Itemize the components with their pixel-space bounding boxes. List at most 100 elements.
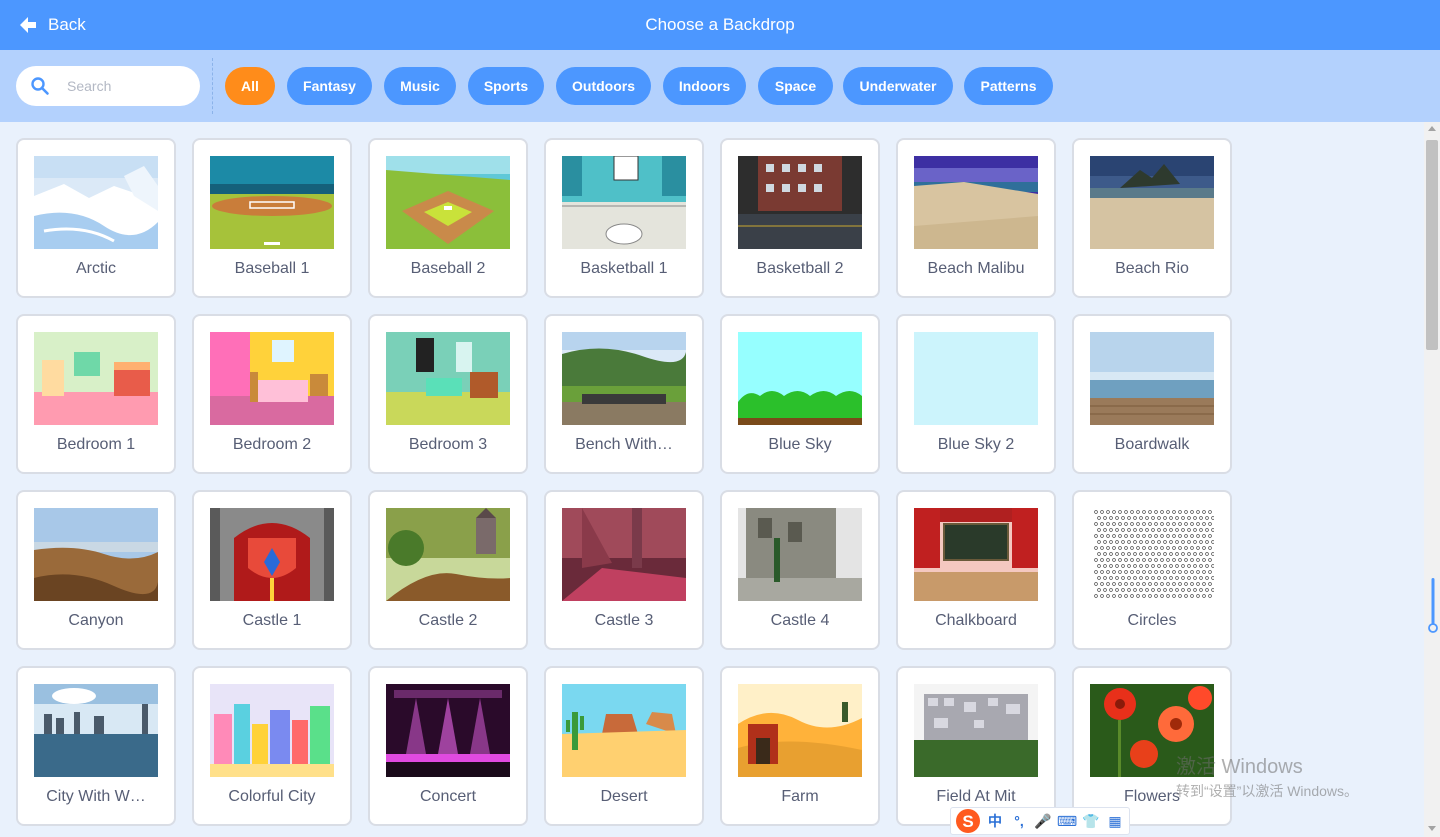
backdrop-card[interactable]: Canyon: [16, 490, 176, 650]
backdrop-thumbnail: [386, 508, 510, 601]
ime-skin-icon[interactable]: 👕: [1082, 812, 1100, 829]
ime-punctuation-icon[interactable]: °,: [1014, 813, 1024, 829]
backdrop-card[interactable]: Baseball 2: [368, 138, 528, 298]
backdrop-card[interactable]: Blue Sky 2: [896, 314, 1056, 474]
tag-space[interactable]: Space: [758, 67, 833, 105]
backdrop-thumbnail: [738, 684, 862, 777]
backdrop-thumbnail: [1090, 156, 1214, 249]
backdrop-card[interactable]: Beach Malibu: [896, 138, 1056, 298]
scroll-down-arrow-icon[interactable]: [1428, 826, 1436, 831]
tag-indoors[interactable]: Indoors: [663, 67, 746, 105]
tag-music[interactable]: Music: [384, 67, 456, 105]
backdrop-card[interactable]: Bedroom 2: [192, 314, 352, 474]
backdrop-name: Chalkboard: [935, 612, 1017, 629]
search-input[interactable]: [67, 78, 177, 94]
backdrop-name: Canyon: [68, 612, 124, 629]
backdrop-card[interactable]: Bench With…: [544, 314, 704, 474]
backdrop-thumbnail: [914, 332, 1038, 425]
backdrop-card[interactable]: Boardwalk: [1072, 314, 1232, 474]
backdrop-thumbnail: [210, 332, 334, 425]
backdrop-thumbnail: [34, 332, 158, 425]
backdrop-name: Colorful City: [228, 788, 316, 805]
backdrop-card[interactable]: Arctic: [16, 138, 176, 298]
backdrop-thumbnail: [386, 332, 510, 425]
ime-keyboard-icon[interactable]: ⌨: [1056, 812, 1078, 829]
backdrop-name: Basketball 1: [580, 260, 668, 277]
backdrop-name: Desert: [600, 788, 648, 805]
filter-bar: All Fantasy Music Sports Outdoors Indoors Spac…: [0, 50, 1440, 122]
backdrop-name: Bedroom 1: [56, 436, 136, 453]
search-box[interactable]: [16, 66, 200, 106]
ime-toolbar[interactable]: S 中 °, 🎤 ⌨ 👕 ▦: [950, 807, 1130, 835]
tag-outdoors[interactable]: Outdoors: [556, 67, 651, 105]
backdrop-card[interactable]: Beach Rio: [1072, 138, 1232, 298]
backdrop-card[interactable]: Chalkboard: [896, 490, 1056, 650]
backdrop-name: Farm: [781, 788, 819, 805]
backdrop-name: Castle 1: [242, 612, 302, 629]
backdrop-card[interactable]: Castle 1: [192, 490, 352, 650]
vertical-scrollbar[interactable]: [1424, 122, 1440, 837]
backdrop-name: Baseball 1: [234, 260, 310, 277]
backdrop-card[interactable]: Basketball 2: [720, 138, 880, 298]
backdrop-card[interactable]: Basketball 1: [544, 138, 704, 298]
backdrop-name: Concert: [419, 788, 477, 805]
scrollbar-thumb[interactable]: [1426, 140, 1438, 350]
backdrop-card[interactable]: Castle 2: [368, 490, 528, 650]
backdrop-name: Beach Malibu: [927, 260, 1025, 277]
tag-all[interactable]: All: [225, 67, 275, 105]
backdrop-thumbnail: [34, 156, 158, 249]
thermometer-icon: [1428, 578, 1438, 633]
backdrop-name: Blue Sky: [768, 436, 832, 453]
back-label: Back: [48, 15, 86, 34]
backdrop-card[interactable]: Circles: [1072, 490, 1232, 650]
backdrop-thumbnail: [34, 508, 158, 601]
backdrop-card[interactable]: Concert: [368, 666, 528, 826]
sogou-logo-icon[interactable]: S: [953, 808, 983, 834]
backdrop-name: City With W…: [46, 788, 146, 805]
backdrop-card[interactable]: Bedroom 3: [368, 314, 528, 474]
backdrop-card[interactable]: Field At Mit: [896, 666, 1056, 826]
backdrop-name: Baseball 2: [410, 260, 486, 277]
backdrop-thumbnail: [386, 684, 510, 777]
scroll-up-arrow-icon[interactable]: [1428, 126, 1436, 131]
tag-underwater[interactable]: Underwater: [843, 67, 953, 105]
ime-chinese-mode[interactable]: 中: [988, 813, 1002, 829]
backdrop-name: Basketball 2: [756, 260, 844, 277]
ime-microphone-icon[interactable]: 🎤: [1034, 812, 1052, 829]
backdrop-name: Beach Rio: [1115, 260, 1189, 277]
backdrop-thumbnail: [738, 156, 862, 249]
backdrop-grid: Arctic Baseball 1 Baseball 2 Basketball 1 Ba…: [0, 122, 1424, 837]
backdrop-card[interactable]: Baseball 1: [192, 138, 352, 298]
backdrop-thumbnail: [210, 684, 334, 777]
backdrop-name: Bedroom 2: [232, 436, 312, 453]
backdrop-thumbnail: [562, 508, 686, 601]
backdrop-thumbnail: [386, 156, 510, 249]
backdrop-card[interactable]: Farm: [720, 666, 880, 826]
backdrop-name: Circles: [1127, 612, 1177, 629]
backdrop-card[interactable]: Flowers: [1072, 666, 1232, 826]
backdrop-thumbnail: [914, 156, 1038, 249]
backdrop-thumbnail: [34, 684, 158, 777]
backdrop-name: Castle 4: [770, 612, 830, 629]
backdrop-card[interactable]: Colorful City: [192, 666, 352, 826]
backdrop-card[interactable]: Castle 4: [720, 490, 880, 650]
page-title: Choose a Backdrop: [645, 15, 795, 34]
top-header: Back Choose a Backdrop: [0, 0, 1440, 50]
backdrop-thumbnail: [1090, 332, 1214, 425]
ime-menu-icon[interactable]: ▦: [1108, 812, 1122, 829]
tag-patterns[interactable]: Patterns: [964, 67, 1053, 105]
backdrop-card[interactable]: Desert: [544, 666, 704, 826]
backdrop-thumbnail: [738, 508, 862, 601]
svg-text:S: S: [962, 812, 973, 831]
backdrop-thumbnail: [562, 156, 686, 249]
tag-fantasy[interactable]: Fantasy: [287, 67, 372, 105]
back-button[interactable]: Back: [18, 0, 86, 50]
backdrop-card[interactable]: Castle 3: [544, 490, 704, 650]
backdrop-card[interactable]: Blue Sky: [720, 314, 880, 474]
backdrop-name: Field At Mit: [936, 788, 1016, 805]
tag-sports[interactable]: Sports: [468, 67, 544, 105]
search-icon: [31, 77, 49, 95]
backdrop-card[interactable]: City With W…: [16, 666, 176, 826]
backdrop-thumbnail: [1090, 684, 1214, 777]
backdrop-card[interactable]: Bedroom 1: [16, 314, 176, 474]
